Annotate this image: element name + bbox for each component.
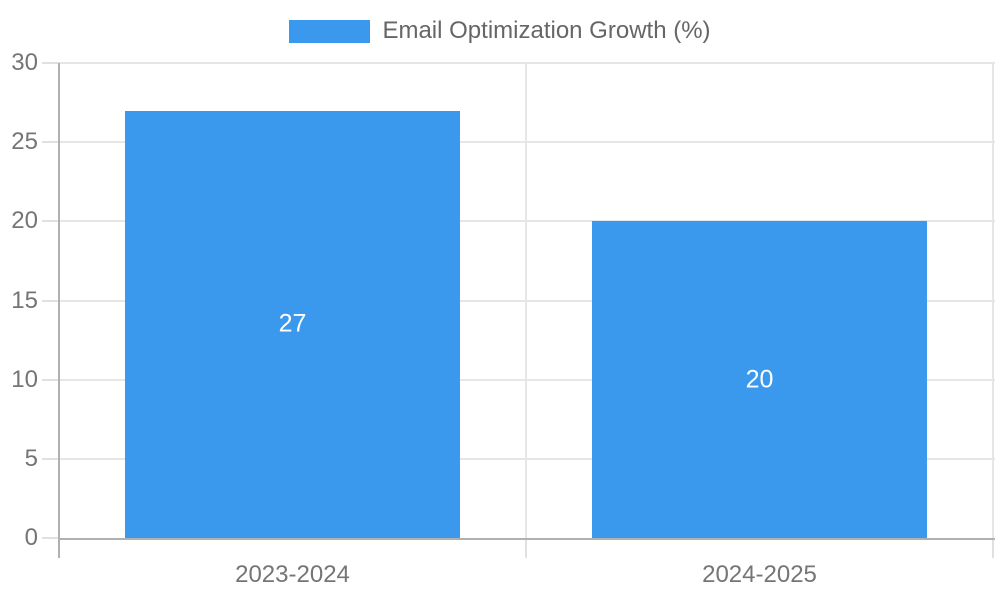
y-tick-label: 20 (11, 207, 38, 235)
legend[interactable]: Email Optimization Growth (%) (0, 16, 1000, 46)
x-gridline (525, 63, 527, 540)
x-tick (525, 540, 527, 558)
y-tick (42, 220, 58, 223)
y-tick-label: 10 (11, 365, 38, 393)
bar-2024-2025[interactable] (592, 221, 927, 538)
bar-value-label: 27 (278, 309, 307, 338)
y-tick-label: 30 (11, 49, 38, 76)
y-tick-label: 15 (11, 286, 38, 314)
x-tick-label: 2024-2025 (702, 561, 817, 588)
y-axis-line (58, 63, 60, 558)
x-tick-label: 2023-2024 (235, 561, 350, 588)
y-tick (42, 62, 58, 64)
y-tick-label: 0 (24, 524, 38, 551)
y-tick (42, 457, 58, 460)
bar-2023-2024[interactable] (125, 110, 460, 538)
y-tick (42, 141, 58, 144)
y-tick-label: 5 (24, 444, 38, 472)
y-tick (42, 378, 58, 381)
x-axis-line (58, 538, 995, 540)
y-tick (42, 537, 58, 539)
bar-value-label: 20 (745, 365, 774, 394)
x-gridline (992, 63, 994, 540)
y-tick-label: 25 (11, 128, 38, 156)
legend-swatch-icon (289, 19, 371, 43)
y-tick (42, 299, 58, 302)
legend-label: Email Optimization Growth (%) (382, 17, 711, 44)
x-tick (992, 540, 994, 558)
